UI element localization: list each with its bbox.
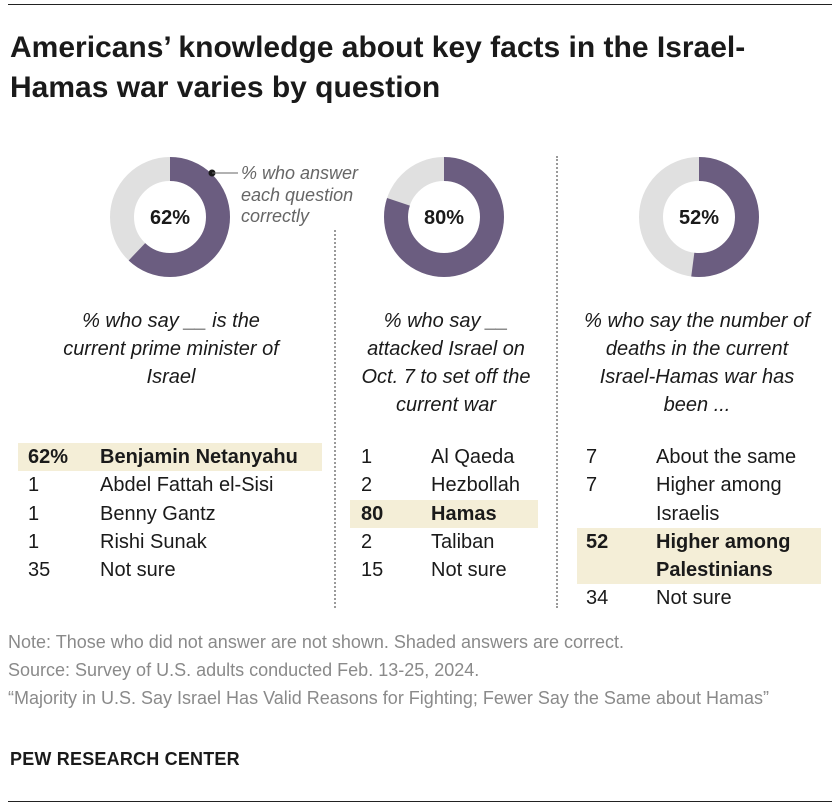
top-rule [8,4,832,5]
answer-pct: 1 [28,530,40,553]
donut-3-center-label: 52% [679,207,719,229]
answer-label: About the same [656,446,797,468]
answer-label: Higher among Israelis [656,474,782,525]
footnotes: Note: Those who did not answer are not s… [8,628,808,712]
column-divider-2 [556,156,558,608]
donut-2-correct-arc [384,157,504,277]
answers-1: 62% Benjamin Netanyahu 1 Abdel Fattah el-S… [18,443,322,584]
answer-row: 1 Al Qaeda [350,443,538,471]
answers-3: 7 About the same 7 Higher among Israelis 5… [577,443,821,613]
answer-label: Not sure [100,559,176,582]
column-divider-1 [334,230,336,608]
answer-row: 80 Hamas [350,499,538,528]
question-1: % who say __ is the current prime minist… [63,310,279,388]
answer-pct: 7 [586,446,598,468]
chart-title: Americans’ knowledge about key facts in … [10,31,746,104]
answer-row: 1 Benny Gantz [18,500,322,528]
answer-pct: 7 [586,474,598,497]
answer-row: 1 Abdel Fattah el-Sisi [18,471,322,499]
answer-pct: 15 [361,559,384,582]
answer-row: 7 Higher among Israelis [577,471,821,528]
answer-label: Higher among Palestinians [656,530,791,582]
answer-row: 35 Not sure [18,556,322,584]
question-3: % who say the number of deaths in the cu… [584,310,810,416]
callout-text: % who answer each question correctly [241,163,359,226]
answer-label: Al Qaeda [431,446,515,468]
donut-chart-2: 80% [384,157,504,277]
answer-label: Benjamin Netanyahu [100,446,298,468]
answer-row: 52 Higher among Palestinians [577,527,821,585]
answer-label: Taliban [431,530,495,553]
note-text: Note: Those who did not answer are not s… [8,632,625,652]
answer-pct: 80 [361,502,384,525]
donut-3-correct-arc [639,157,759,277]
donut-chart-1: 62% [110,157,230,277]
answer-pct: 1 [28,474,40,497]
answer-label: Rishi Sunak [100,530,207,553]
answer-pct: 52 [586,530,609,553]
answer-pct: 1 [361,446,373,468]
answer-pct: 62% [28,446,69,468]
answer-pct: 1 [28,502,40,525]
donut-chart-3: 52% [639,157,759,277]
answer-row: 2 Hezbollah [350,471,538,499]
bottom-rule [8,801,832,802]
answer-pct: 2 [361,474,373,497]
donut-2-center-label: 80% [424,207,464,229]
answer-pct: 35 [28,559,51,582]
answer-row: 2 Taliban [350,528,538,556]
answer-row: 1 Rishi Sunak [18,528,322,556]
source-text: Source: Survey of U.S. adults conducted … [8,660,480,680]
answer-label: Abdel Fattah el-Sisi [100,474,274,497]
donut-1-center-label: 62% [150,207,190,229]
question-2: % who say __ attacked Israel on Oct. 7 t… [361,310,531,416]
answer-pct: 2 [361,530,373,553]
answer-label: Hamas [431,502,497,525]
answer-label: Benny Gantz [100,502,216,525]
answer-row: 7 About the same [577,443,821,471]
answer-label: Hezbollah [431,474,520,497]
callout-leader [208,169,238,177]
answer-label: Not sure [431,559,507,582]
answers-2: 1 Al Qaeda 2 Hezbollah 80 Hamas 2 Taliban 15… [350,443,538,584]
answer-row: 34 Not sure [577,584,821,612]
answer-row: 15 Not sure [350,556,538,584]
answer-pct: 34 [586,587,609,610]
brand-name: PEW RESEARCH CENTER [10,749,240,769]
answer-row: 62% Benjamin Netanyahu [18,443,322,472]
answer-label: Not sure [656,587,732,610]
donut-1-correct-arc [110,157,230,277]
report-title: “Majority in U.S. Say Israel Has Valid R… [8,688,769,708]
